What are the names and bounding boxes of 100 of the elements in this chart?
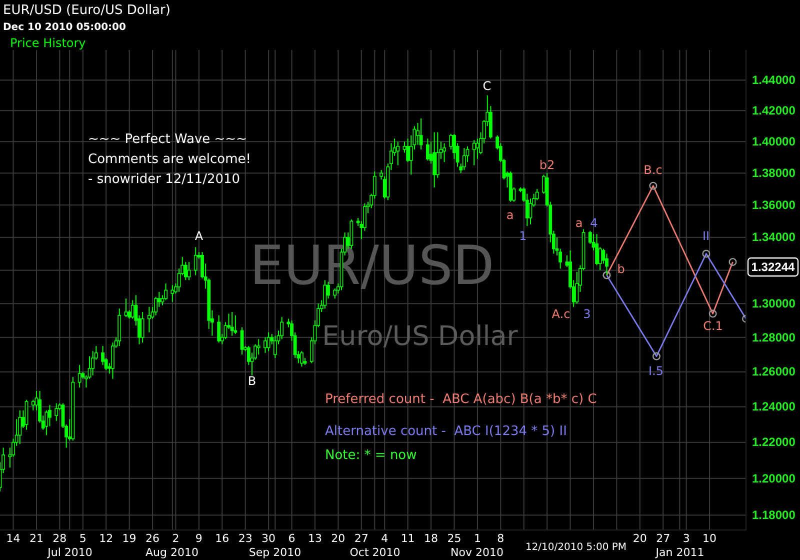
y-tick-label: 1.42000: [752, 104, 796, 118]
x-tick-label: 23: [238, 532, 252, 545]
candlestick: [426, 138, 430, 161]
annotation: C: [482, 79, 492, 93]
x-tick-label: 13: [308, 532, 322, 545]
annotation: - snowrider 12/11/2010: [88, 172, 240, 187]
x-tick-label: 3: [682, 532, 690, 545]
x-tick-label: 25: [447, 532, 462, 545]
candlestick: [124, 298, 128, 318]
candlestick: [472, 140, 476, 166]
candlestick: [595, 234, 598, 266]
x-tick-label: 27: [354, 532, 368, 545]
annotation: ~~~ Perfect Wave ~~~: [88, 132, 247, 147]
candlestick: [432, 132, 436, 188]
candlestick: [234, 314, 238, 335]
candlestick: [78, 364, 82, 388]
annotation: b2: [539, 158, 555, 172]
text: Price History: [10, 36, 86, 50]
y-tick-label: 1.40000: [752, 134, 796, 149]
annotation: 3: [583, 307, 591, 321]
candlestick: [416, 122, 420, 146]
candlestick: [230, 311, 234, 336]
text: Preferred count - ABC A(abc) B(a *b* c) C: [325, 392, 597, 407]
annotation: Euro/US Dollar: [322, 321, 519, 352]
annotation: B.c: [644, 163, 662, 177]
candlestick: [164, 282, 168, 301]
x-tick-label: 30: [262, 532, 276, 545]
candlestick: [442, 142, 446, 163]
y-tick-label: 1.24000: [752, 400, 796, 414]
text: Sep 2010: [248, 546, 302, 559]
y-tick-label: 1.38000: [752, 166, 796, 180]
x-tick-label: 14: [6, 532, 20, 545]
candlestick: [396, 141, 400, 166]
candlestick: [264, 336, 267, 354]
annotation: A: [194, 229, 204, 243]
candlestick: [31, 399, 35, 411]
candlestick: [528, 198, 532, 225]
annotation: B: [248, 374, 256, 388]
annotation: C.1: [703, 319, 723, 333]
y-tick-label: 1.18000: [752, 508, 796, 522]
x-tick-label: 20: [632, 532, 647, 545]
candlestick: [24, 399, 28, 430]
candlestick: [419, 118, 423, 150]
chart-subtitle: Dec 10 2010 05:00:00: [3, 22, 126, 33]
candlestick: [406, 138, 410, 163]
candlestick: [449, 133, 453, 150]
x-tick-label: 11: [400, 532, 415, 545]
chart-title: EUR/USD (Euro/US Dollar): [3, 3, 170, 18]
x-tick-label: 27: [656, 532, 670, 545]
candlestick: [54, 402, 58, 422]
candlestick: [184, 261, 188, 281]
candlestick: [598, 246, 602, 271]
x-tick-label: 2: [172, 532, 180, 545]
text: 12/10/2010 5:00 PM: [525, 542, 627, 553]
x-tick-label: 16: [215, 532, 230, 545]
text: Aug 2010: [146, 546, 198, 559]
x-tick-label: 28: [52, 532, 67, 545]
x-tick-label: 12: [99, 532, 114, 545]
candlestick: [194, 246, 198, 276]
y-tick-label: 1.44000: [752, 72, 796, 87]
annotation: 1: [519, 229, 527, 243]
x-tick-label: 10: [702, 532, 717, 545]
candlestick: [140, 311, 144, 344]
candlestick: [18, 410, 22, 445]
candlestick: [240, 326, 244, 356]
candlestick: [217, 314, 221, 344]
annotation: b: [617, 262, 625, 276]
x-tick-label: 18: [424, 532, 438, 545]
text: Nov 2010: [450, 546, 504, 559]
y-tick-label: 1.28000: [752, 330, 796, 344]
annotation: a: [575, 216, 583, 230]
candlestick: [266, 332, 270, 352]
candlestick: [476, 138, 480, 160]
annotation: Note: * = now: [325, 448, 418, 463]
y-tick-label: 1.30000: [752, 296, 796, 310]
x-tick-label: 5: [79, 532, 86, 545]
x-tick-label: 6: [288, 532, 296, 545]
text: Jul 2010: [46, 546, 92, 559]
x-tick-label: 20: [331, 532, 346, 545]
x-tick-label: 21: [29, 532, 44, 545]
x-tick-label: 26: [146, 532, 160, 545]
candlestick: [170, 284, 174, 302]
y-tick-label: 1.20000: [752, 471, 796, 486]
candlestick: [605, 253, 608, 276]
y-tick-label: 1.22000: [752, 435, 796, 450]
annotation: A.c: [552, 307, 570, 321]
x-tick-label: 9: [195, 532, 202, 545]
x-tick-label: 4: [381, 532, 388, 545]
annotation: a: [506, 208, 514, 222]
y-tick-label: 1.26000: [752, 364, 796, 379]
x-tick-label: 19: [122, 532, 136, 545]
candlestick: [148, 306, 151, 333]
x-tick-label: 1: [474, 532, 481, 545]
text: 1.32244: [751, 260, 796, 274]
candlestick: [436, 132, 440, 178]
candlestick: [154, 296, 158, 316]
y-tick-label: 1.36000: [752, 198, 796, 212]
annotation: 4: [590, 216, 598, 230]
candlestick: [256, 338, 260, 356]
y-tick-label: 1.34000: [752, 230, 796, 244]
